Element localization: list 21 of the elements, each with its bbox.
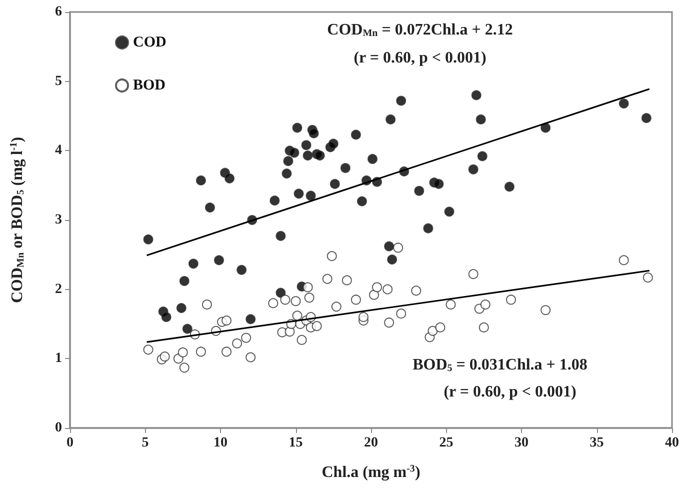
y-axis-title: CODMn or BOD5 (mg l-1) (8, 136, 26, 304)
y-tick-label: 1 (55, 351, 62, 366)
x-tick-label: 40 (665, 436, 679, 450)
x-tick-label: 30 (514, 436, 528, 450)
y-tick-label: 3 (55, 212, 62, 228)
y-tick-label: 0 (55, 420, 62, 436)
y-tick-label: 4 (55, 143, 62, 158)
y-tick-label: 5 (55, 74, 62, 89)
x-tick-label: 25 (439, 436, 454, 450)
x-tick-label: 0 (66, 436, 74, 450)
legend-label: COD (133, 34, 166, 50)
annotation: (r = 0.60, p < 0.001) (444, 384, 576, 400)
annotation: (r = 0.60, p < 0.001) (354, 50, 486, 66)
x-tick-label: 10 (214, 436, 228, 450)
y-tick-label: 6 (55, 4, 62, 20)
x-tick-label: 5 (142, 436, 149, 450)
x-tick-label: 20 (364, 436, 378, 450)
x-tick-label: 15 (288, 436, 303, 450)
y-tick-label: 2 (55, 282, 62, 297)
x-tick-label: 35 (590, 436, 604, 450)
legend-label: BOD (133, 78, 166, 94)
